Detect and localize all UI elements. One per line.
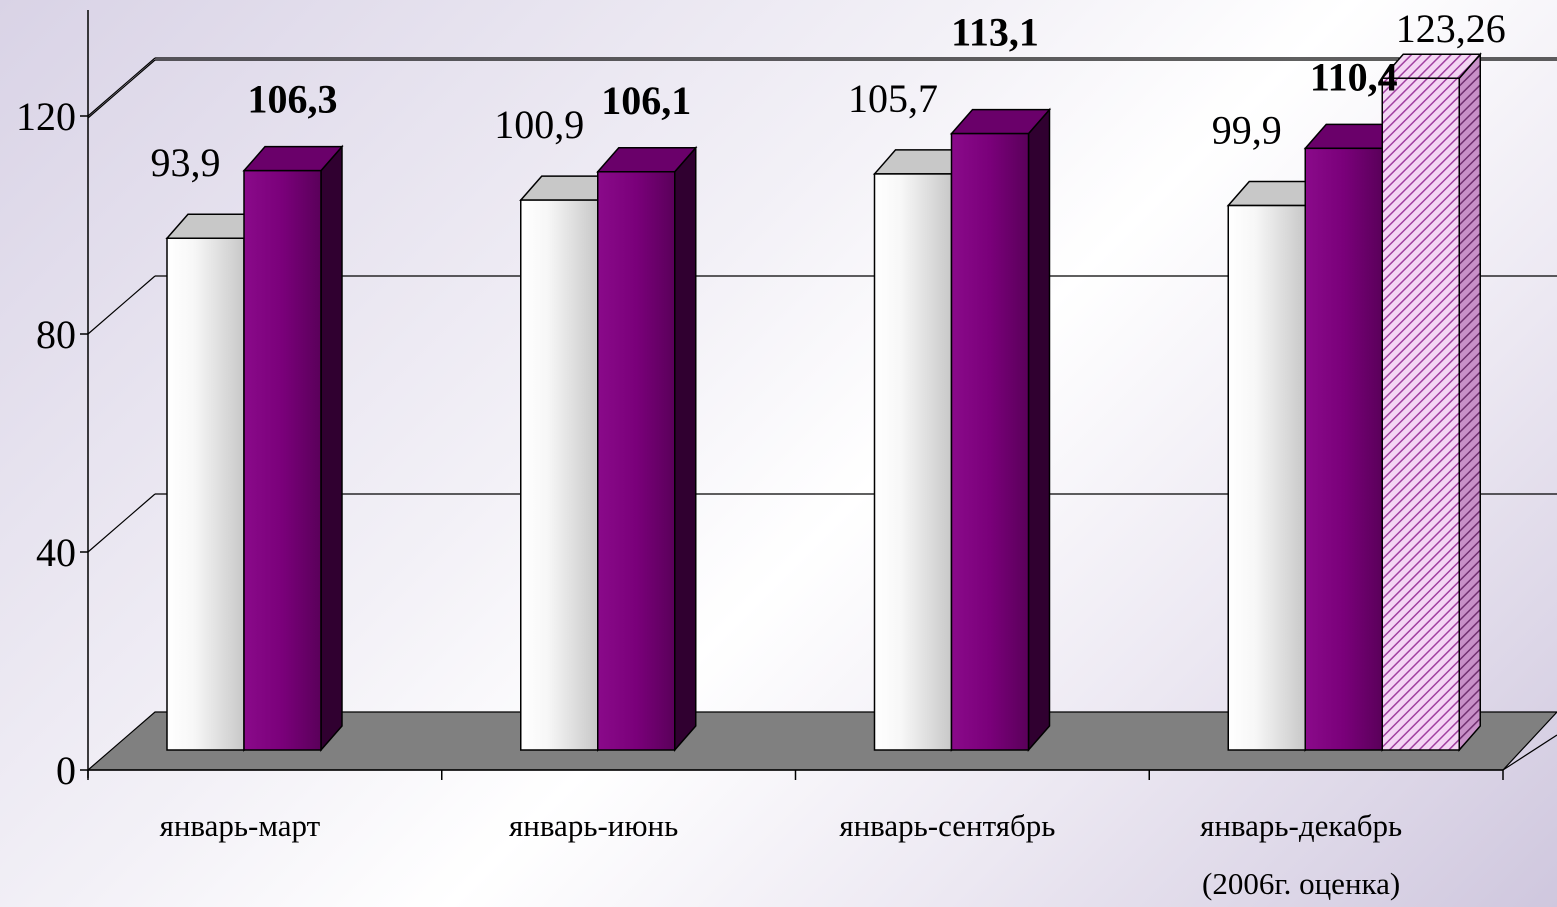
- bar-side: [675, 148, 696, 750]
- value-label: 100,9: [494, 102, 584, 147]
- x-category-label: январь-июнь: [509, 808, 678, 843]
- y-tick-label: 40: [36, 530, 76, 575]
- x-category-label: январь-сентябрь: [839, 808, 1055, 843]
- value-label: 99,9: [1212, 108, 1282, 153]
- bar-side: [321, 147, 342, 750]
- value-label: 110,4: [1310, 54, 1398, 99]
- side-wall-top: [88, 60, 155, 118]
- bar: [167, 238, 244, 750]
- gridline-diagonal: [88, 58, 155, 116]
- value-label: 93,9: [151, 140, 221, 185]
- gridline-diagonal: [88, 494, 155, 552]
- value-label: 106,3: [248, 77, 338, 122]
- bar: [1305, 148, 1382, 750]
- x-category-label: январь-март: [160, 808, 321, 843]
- bar: [598, 172, 675, 750]
- bar: [521, 200, 598, 750]
- bars: [167, 54, 1480, 750]
- bar: [1228, 206, 1305, 750]
- value-label: 113,1: [951, 10, 1039, 55]
- y-axis: 0 40 80 120: [16, 10, 88, 793]
- bar-side: [1029, 110, 1050, 750]
- y-tick-label: 120: [16, 94, 76, 139]
- value-labels: 93,9 106,3 100,9 106,1 105,7 113,1 99,9 110,412…: [151, 6, 1506, 185]
- value-label: 105,7: [848, 76, 938, 121]
- x-category-label: январь-декабрь: [1200, 808, 1402, 843]
- gridline-diagonal: [88, 276, 155, 334]
- bar: [1382, 78, 1459, 750]
- bar: [875, 174, 952, 750]
- bar: [244, 171, 321, 750]
- y-tick-label: 0: [56, 748, 76, 793]
- bar: [952, 134, 1029, 750]
- value-label: 106,1: [601, 78, 691, 123]
- y-tick-label: 80: [36, 312, 76, 357]
- value-label: 123,26: [1396, 6, 1506, 51]
- x-axis: январь-март январь-июнь январь-сентябрь янв…: [88, 770, 1503, 901]
- x-category-label: (2006г. оценка): [1202, 866, 1400, 901]
- bar-side: [1459, 54, 1480, 750]
